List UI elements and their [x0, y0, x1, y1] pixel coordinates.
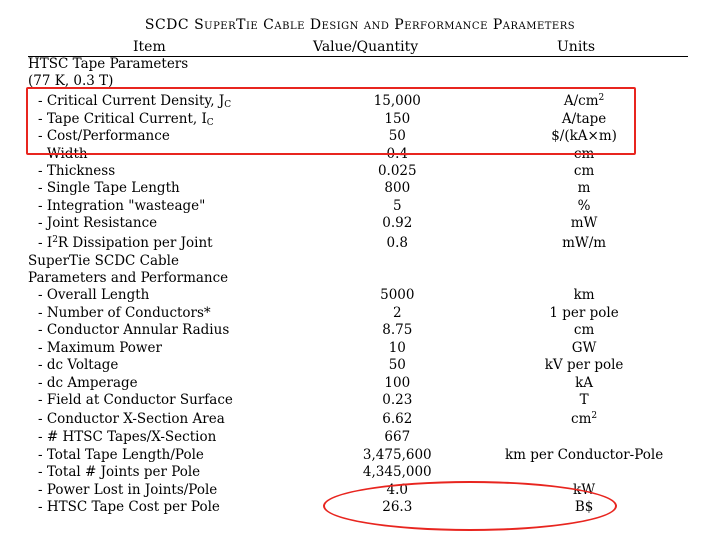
section-heading: HTSC Tape Parameters — [28, 56, 189, 72]
parameters-table: HTSC Tape Parameters (77 K, 0.3 T) - Cri… — [28, 56, 688, 516]
header-item: Item — [133, 39, 166, 55]
table-row: - Field at Conductor Surface 0.23 T — [38, 391, 589, 408]
header-units: Units — [557, 39, 596, 55]
section-heading: Parameters and Performance — [28, 270, 229, 287]
table-row: - Thickness 0.025 cm — [38, 163, 595, 180]
table-row: - # HTSC Tapes/X-Section 667 — [38, 429, 411, 446]
header-divider — [28, 56, 688, 57]
table-row: - Tape Critical Current, IC 150 A/tape — [38, 110, 607, 128]
table-row: - Total Tape Length/Pole 3,475,600 km per … — [38, 446, 664, 463]
table-title: SCDC SuperTie Cable Design and Performan… — [144, 17, 576, 33]
table-row: - Joint Resistance 0.92 mW — [38, 215, 598, 232]
table-row: - Conductor X-Section Area 6.62 cm2 — [38, 411, 598, 428]
section-heading: (77 K, 0.3 T) — [28, 73, 114, 90]
header-value: Value/Quantity — [313, 39, 419, 55]
highlight-rectangle — [26, 87, 636, 155]
highlight-ellipse — [323, 481, 617, 531]
table-row: - I2R Dissipation per Joint 0.8 mW/m — [38, 234, 607, 251]
table-row: - Overall Length 5000 km — [38, 287, 595, 304]
table-row: - Number of Conductors* 2 1 per pole — [38, 304, 619, 321]
table-row: - Cost/Performance 50 $/(kA×m) — [38, 128, 617, 145]
table-row: - Integration "wasteage" 5% — [38, 197, 591, 214]
table-row: - dc Amperage 100 kA — [38, 374, 594, 391]
table-row: - Maximum Power 10 GW — [38, 339, 597, 356]
section-heading: SuperTie SCDC Cable — [28, 252, 179, 269]
table-row: - Single Tape Length 800 m — [38, 180, 591, 197]
table-row: - Critical Current Density, JC 15,000 A/… — [38, 92, 605, 110]
table-row: - Total # Joints per Pole 4,345,000 — [38, 464, 432, 481]
table-row: - Conductor Annular Radius 8.75 cm — [38, 322, 595, 339]
table-row: - dc Voltage 50 kV per pole — [38, 357, 624, 374]
